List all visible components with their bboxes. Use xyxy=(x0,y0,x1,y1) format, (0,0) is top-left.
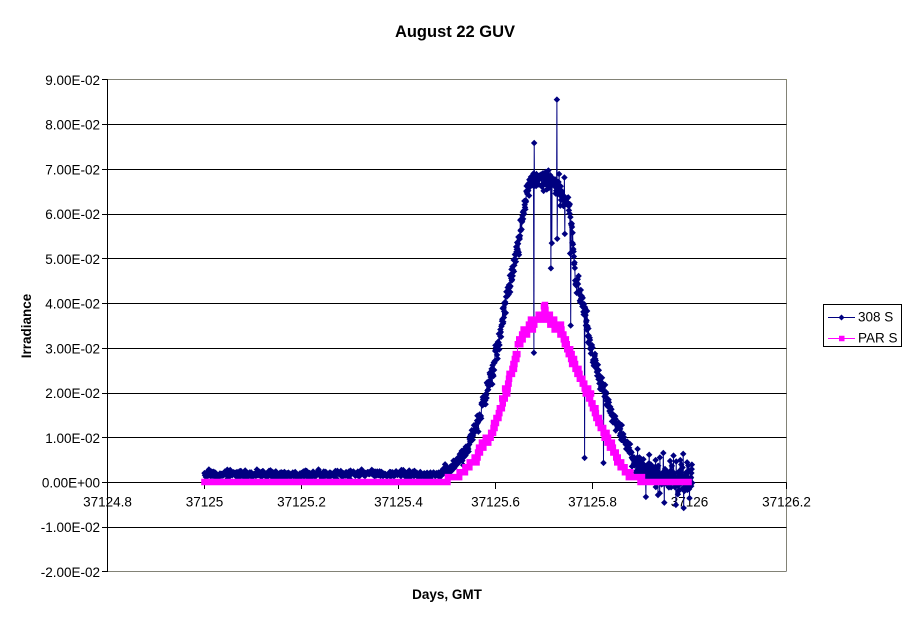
svg-text:5.00E-02: 5.00E-02 xyxy=(45,252,100,267)
svg-text:-1.00E-02: -1.00E-02 xyxy=(41,520,100,535)
svg-text:3.00E-02: 3.00E-02 xyxy=(45,341,100,356)
svg-text:Days, GMT: Days, GMT xyxy=(412,587,483,602)
svg-text:August 22 GUV: August 22 GUV xyxy=(395,23,515,41)
svg-text:PAR S: PAR S xyxy=(858,331,898,346)
svg-text:37125.8: 37125.8 xyxy=(568,495,617,510)
svg-text:37125.6: 37125.6 xyxy=(471,495,520,510)
svg-text:37124.8: 37124.8 xyxy=(83,495,132,510)
svg-text:6.00E-02: 6.00E-02 xyxy=(45,207,100,222)
svg-text:0.00E+00: 0.00E+00 xyxy=(42,476,100,491)
svg-text:37126: 37126 xyxy=(671,495,709,510)
svg-text:37126.2: 37126.2 xyxy=(762,495,811,510)
svg-text:9.00E-02: 9.00E-02 xyxy=(45,73,100,88)
svg-text:7.00E-02: 7.00E-02 xyxy=(45,162,100,177)
svg-text:-2.00E-02: -2.00E-02 xyxy=(41,565,100,580)
svg-text:4.00E-02: 4.00E-02 xyxy=(45,297,100,312)
svg-text:37125: 37125 xyxy=(186,495,224,510)
svg-text:8.00E-02: 8.00E-02 xyxy=(45,118,100,133)
svg-text:308 S: 308 S xyxy=(858,310,893,325)
svg-text:37125.4: 37125.4 xyxy=(374,495,423,510)
svg-text:37125.2: 37125.2 xyxy=(277,495,326,510)
svg-text:2.00E-02: 2.00E-02 xyxy=(45,386,100,401)
svg-text:1.00E-02: 1.00E-02 xyxy=(45,431,100,446)
svg-text:Irradiance: Irradiance xyxy=(19,293,34,358)
